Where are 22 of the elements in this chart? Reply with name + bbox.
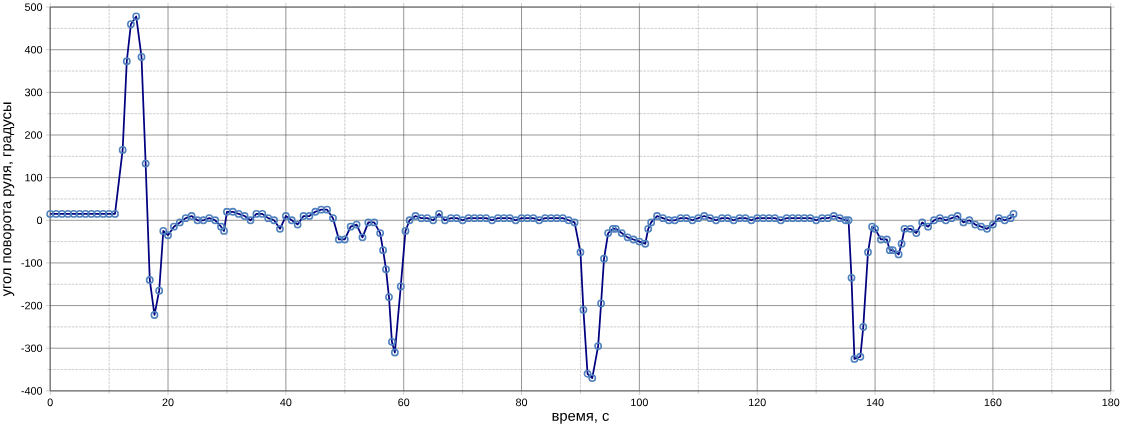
y-tick-label: 400: [24, 45, 43, 54]
y-tick-label: 200: [25, 131, 43, 139]
y-tick-label: -300: [21, 344, 43, 352]
y-tick-label: -100: [21, 259, 43, 267]
y-tick-label: -400: [21, 387, 43, 395]
y-tick-label: 0: [36, 216, 43, 225]
x-tick-label: 160: [984, 398, 1002, 407]
x-tick-label: 20: [162, 398, 174, 407]
x-axis-title: время, с: [552, 412, 609, 424]
x-tick-label: 40: [280, 398, 292, 407]
x-tick-label: 60: [398, 398, 410, 407]
x-tick-label: 80: [516, 398, 528, 407]
x-tick-label: 0: [47, 398, 53, 407]
y-tick-label: 300: [24, 88, 43, 97]
x-tick-label: 140: [866, 398, 884, 407]
x-tick-label: 180: [1102, 398, 1120, 407]
y-tick-label: -200: [21, 301, 43, 310]
y-tick-label: 100: [25, 173, 43, 182]
x-tick-label: 120: [749, 398, 766, 407]
y-tick-label: 500: [24, 3, 43, 11]
x-tick-label: 100: [631, 398, 648, 407]
y-axis-title: угол поворота руля, градусы: [3, 102, 15, 297]
